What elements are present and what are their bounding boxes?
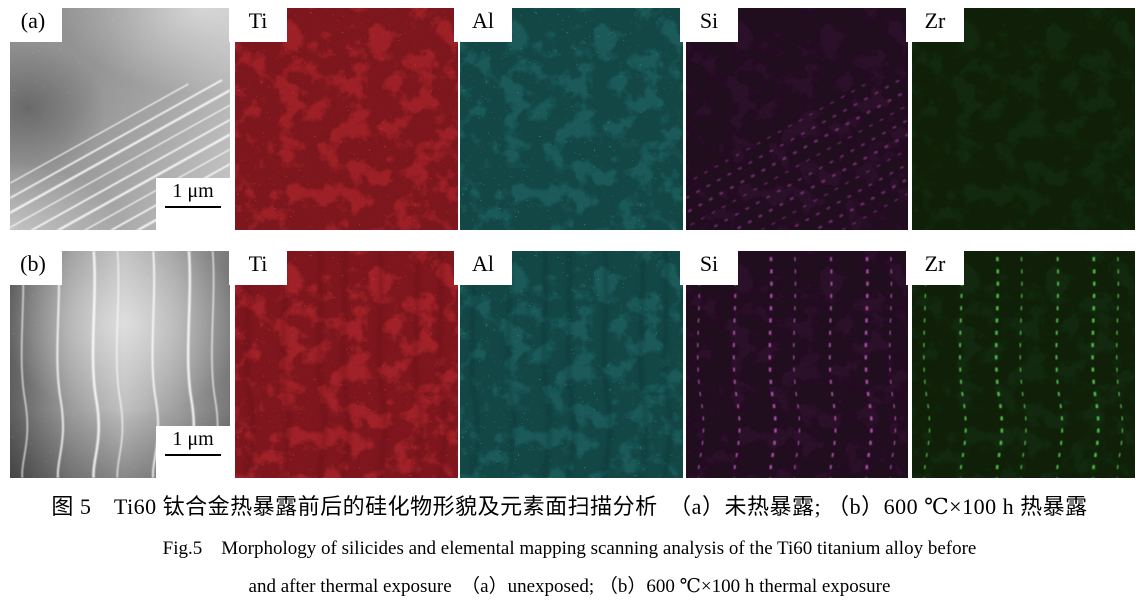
element-label-zr: Zr [924,8,946,33]
element-label-box: Ti [229,0,287,42]
figure-caption: 图 5 Ti60 钛合金热暴露前后的硅化物形貌及元素面扫描分析 （a）未热暴露;… [0,489,1139,609]
eds-map-zr-row-b: Zr [906,243,1135,478]
eds-map-ti-row-a: Ti [229,0,458,230]
subfigure-label-box-b: (b) [4,243,62,285]
element-label-box: Si [680,0,738,42]
streak-lines-overlay [686,79,908,230]
element-label-si: Si [699,8,719,33]
scale-bar-a: 1 μm [156,178,230,230]
speckle-texture [686,251,908,478]
map-texture [460,251,683,478]
scale-bar-line [165,206,221,208]
map-texture [460,8,683,230]
speckle-texture [235,8,458,230]
scale-bar-text: 1 μm [172,428,214,450]
speckle-texture [460,8,683,230]
element-label-zr: Zr [924,251,946,276]
element-label-box: Ti [229,243,287,285]
caption-english-line2: and after thermal exposure （a）unexposed;… [248,576,891,597]
streak-lines-overlay [245,251,448,478]
map-texture [912,251,1135,478]
element-label-box: Al [454,0,512,42]
element-label-box: Zr [906,0,964,42]
element-label-si: Si [699,251,719,276]
caption-english-line1: Fig.5 Morphology of silicides and elemen… [162,538,977,559]
eds-map-si-row-a: Si [680,0,908,230]
subfigure-label-a: (a) [20,8,46,33]
caption-chinese: 图 5 Ti60 钛合金热暴露前后的硅化物形貌及元素面扫描分析 （a）未热暴露;… [51,494,1088,519]
speckle-texture [460,251,683,478]
element-label-box: Zr [906,243,964,285]
tem-image-row-b: (b) 1 μm [4,243,230,478]
element-label-ti: Ti [248,8,268,33]
subfigure-label-b: (b) [20,251,46,276]
eds-map-zr-row-a: Zr [906,0,1135,230]
speckle-texture [912,8,1135,230]
element-label-ti: Ti [248,251,268,276]
map-texture [686,8,908,230]
eds-map-al-row-a: Al [454,0,683,230]
scale-bar-line [165,454,221,456]
eds-map-ti-row-b: Ti [229,243,458,478]
scale-bar-b: 1 μm [156,426,230,478]
streak-lines-overlay [697,251,897,478]
eds-map-si-row-b: Si [680,243,908,478]
map-texture [686,251,908,478]
eds-map-al-row-b: Al [454,243,683,478]
speckle-texture [912,251,1135,478]
map-texture [235,8,458,230]
element-label-box: Si [680,243,738,285]
map-texture [235,251,458,478]
speckle-texture [235,251,458,478]
subfigure-label-box-a: (a) [4,0,62,42]
tem-image-row-a: (a) 1 μm [4,0,230,230]
element-label-al: Al [472,251,494,276]
element-label-box: Al [454,243,512,285]
scale-bar-text: 1 μm [172,180,214,202]
map-texture [912,8,1135,230]
streak-lines-overlay [470,251,673,478]
streak-lines-overlay [21,251,219,478]
element-label-al: Al [472,8,494,33]
streak-lines-overlay [923,251,1124,478]
